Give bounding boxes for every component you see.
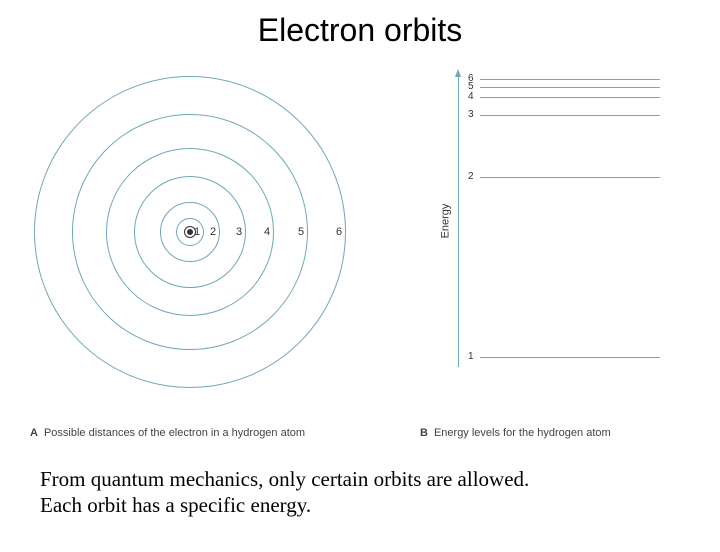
body-text: From quantum mechanics, only certain orb…	[40, 466, 529, 519]
energy-level-n4	[480, 97, 660, 98]
caption-a: A Possible distances of the electron in a…	[30, 427, 305, 439]
caption-b-letter: B	[420, 427, 428, 439]
orbit-label-n1: 1	[194, 226, 200, 238]
figure-area: 123456 Energy123456 APossible distances …	[20, 67, 700, 427]
orbit-label-n4: 4	[264, 226, 270, 238]
energy-level-n5	[480, 87, 660, 88]
energy-level-label-n4: 4	[468, 91, 474, 102]
orbit-label-n3: 3	[236, 226, 242, 238]
energy-level-n6	[480, 79, 660, 80]
page-title: Electron orbits	[0, 12, 720, 49]
orbit-label-n2: 2	[210, 226, 216, 238]
energy-level-label-n2: 2	[468, 171, 474, 182]
energy-level-n2	[480, 177, 660, 178]
panel-a-orbits: 12 3 4 5 6	[20, 67, 400, 387]
body-text-line2: Each orbit has a specific energy.	[40, 492, 529, 518]
caption-b: B Energy levels for the hydrogen atom	[420, 427, 611, 439]
energy-level-label-n1: 1	[468, 351, 474, 362]
caption-a-text: Possible distances of the electron in a …	[44, 427, 305, 439]
energy-level-n3	[480, 115, 660, 116]
energy-level-label-n3: 3	[468, 109, 474, 120]
panel-b-energy-levels: Energy123456	[420, 67, 700, 387]
energy-axis-arrow	[458, 75, 459, 367]
energy-level-n1	[480, 357, 660, 358]
energy-axis-label: Energy	[439, 204, 451, 239]
energy-level-label-n6: 6	[468, 73, 474, 84]
caption-a-letter: A	[30, 427, 38, 439]
caption-b-text: Energy levels for the hydrogen atom	[434, 427, 611, 439]
orbit-label-n5: 5	[298, 226, 304, 238]
body-text-line1: From quantum mechanics, only certain orb…	[40, 466, 529, 492]
orbit-label-n6: 6	[336, 226, 342, 238]
